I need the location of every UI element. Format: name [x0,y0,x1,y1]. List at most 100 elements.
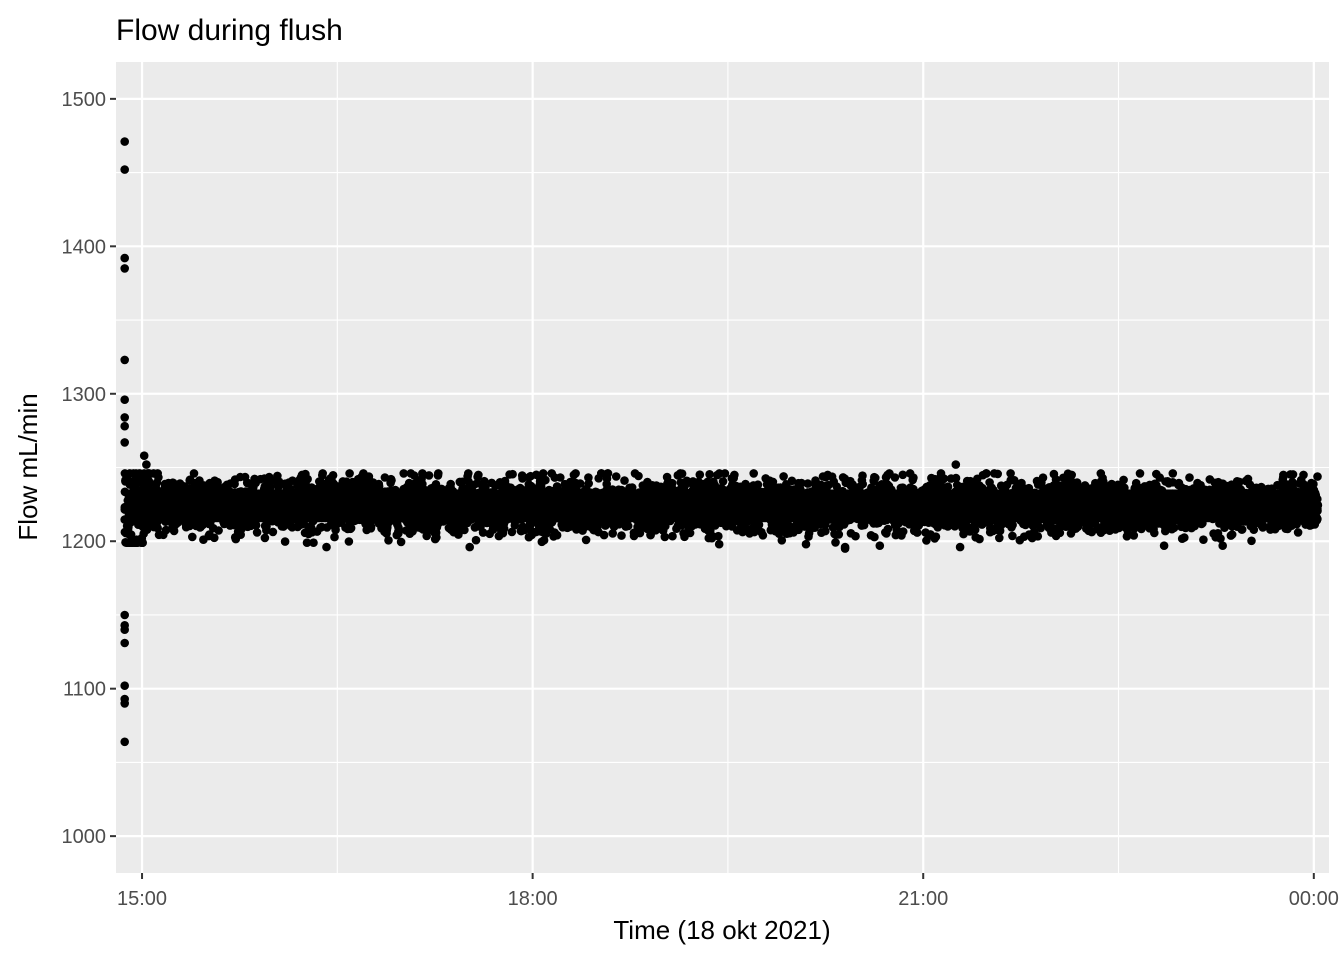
data-point [696,470,705,479]
data-point [162,526,171,535]
data-point [320,480,329,489]
data-point [517,527,526,536]
data-point [1130,524,1139,533]
data-point [612,472,621,481]
data-point [1062,522,1071,531]
data-point [431,482,440,491]
data-point [345,469,354,478]
data-point [551,473,560,482]
data-point [899,471,908,480]
data-point [394,523,403,532]
data-point [535,527,544,536]
data-point [1247,522,1256,531]
data-point [362,480,371,489]
data-point [1258,521,1267,530]
data-point [155,531,164,540]
data-point [232,535,241,544]
data-point [926,531,935,540]
data-point [761,474,770,483]
data-point [406,525,415,534]
data-point [951,522,960,531]
data-point [870,533,879,542]
data-point [170,527,179,536]
data-point [1010,476,1019,485]
data-point [603,469,612,478]
data-point [407,469,416,478]
data-point [1066,472,1075,481]
data-point [1097,469,1106,478]
data-point [693,482,702,491]
data-point [536,474,545,483]
data-point [705,470,714,479]
data-point [1289,470,1298,479]
data-point [1161,477,1170,486]
data-point [508,528,517,537]
data-point [269,528,278,537]
data-point [778,536,787,545]
data-point [1227,531,1236,540]
data-point [1020,532,1029,541]
data-point [281,537,290,546]
data-point [721,469,730,478]
data-point [930,482,939,491]
data-point [940,521,949,530]
data-point [870,473,879,482]
data-point [899,527,908,536]
data-point [661,533,670,542]
data-point [121,538,130,547]
data-point [714,532,723,541]
data-point [495,532,504,541]
data-point [646,531,655,540]
data-point [330,533,339,542]
data-point [584,473,593,482]
data-point [771,527,780,536]
data-point [1193,479,1202,488]
data-point [594,474,603,483]
data-point [265,473,274,482]
data-point [810,523,819,532]
data-point [256,475,265,484]
data-point [345,537,354,546]
data-point [1186,521,1195,530]
data-point [617,531,626,540]
data-point [674,521,683,530]
data-point [794,526,803,535]
data-point [994,522,1003,531]
data-point [986,524,995,533]
data-point [304,530,313,539]
data-point [348,478,357,487]
data-point [1206,475,1215,484]
data-point [141,478,150,487]
data-point [1178,534,1187,543]
data-point [1185,473,1194,482]
data-point [1036,524,1045,533]
data-point [953,481,962,490]
data-point [293,523,302,532]
data-point [975,535,984,544]
data-point [676,469,685,478]
data-point [1273,481,1282,490]
data-point [811,476,820,485]
data-point [979,471,988,480]
data-point [620,476,629,485]
data-point [997,481,1006,490]
data-point [706,526,715,535]
data-point [127,530,136,539]
data-point [434,469,443,478]
data-point [1294,528,1303,537]
data-point [631,469,640,478]
data-point [668,532,677,541]
data-point [1008,532,1017,541]
data-point [508,470,517,479]
data-point [153,478,162,487]
data-point [804,479,813,488]
data-point [1033,477,1042,486]
data-point [1313,472,1322,481]
data-point [1084,527,1093,536]
data-point [464,469,473,478]
data-point [540,536,549,545]
data-point [882,529,891,538]
data-point [1247,537,1256,546]
data-point [821,527,830,536]
